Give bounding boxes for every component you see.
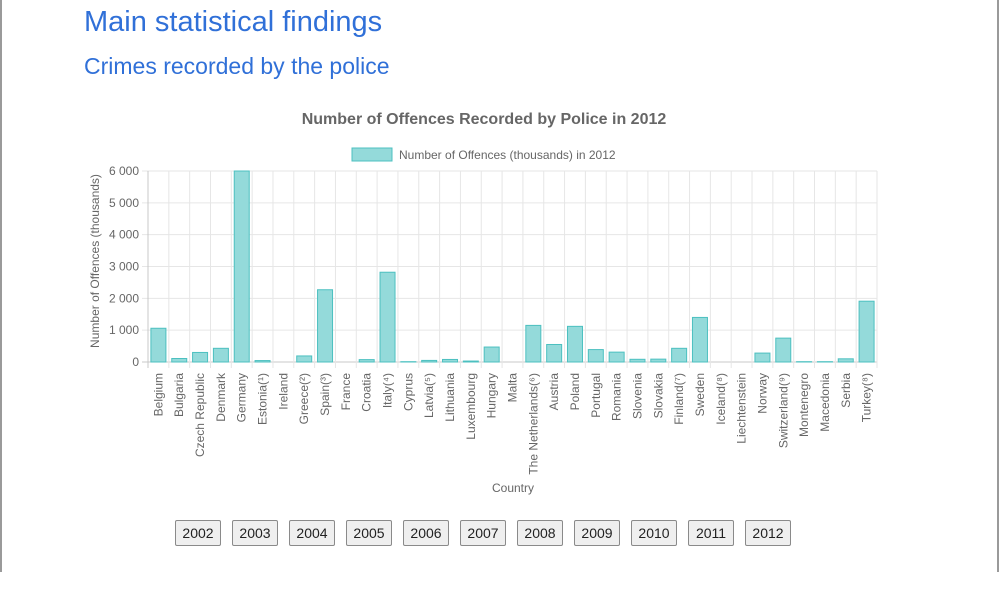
chart-grid	[142, 170, 878, 368]
year-button-2003[interactable]: 2003	[232, 520, 278, 546]
x-tick-label: Czech Republic	[193, 373, 207, 457]
x-tick-label: Estonia(¹)	[256, 373, 270, 425]
bar[interactable]	[525, 324, 542, 363]
x-tick-label: Croatia	[360, 373, 374, 412]
x-tick-label: Germany	[235, 373, 249, 422]
x-tick-label: Turkey(⁸)	[860, 373, 874, 422]
bar-series	[150, 170, 875, 363]
x-tick-label: Cyprus	[401, 373, 415, 411]
bar[interactable]	[462, 360, 479, 363]
y-tick-label: 4 000	[109, 228, 139, 242]
x-tick-label: Poland	[568, 373, 582, 410]
x-tick-label: Switzerland(⁹)	[776, 373, 790, 448]
page-title: Main statistical findings	[84, 6, 383, 38]
year-button-2010[interactable]: 2010	[631, 520, 677, 546]
x-axis-label: Country	[492, 481, 534, 495]
year-button-2011[interactable]: 2011	[688, 520, 734, 546]
bar[interactable]	[671, 347, 688, 363]
bar[interactable]	[254, 360, 271, 363]
year-button-2004[interactable]: 2004	[289, 520, 335, 546]
x-tick-label: Luxembourg	[464, 373, 478, 440]
year-button-2002[interactable]: 2002	[175, 520, 221, 546]
bar[interactable]	[775, 337, 792, 363]
frame-right-border	[997, 0, 999, 572]
bar[interactable]	[858, 300, 875, 363]
bar[interactable]	[483, 346, 500, 363]
bar[interactable]	[150, 327, 167, 363]
x-tick-label: France	[339, 373, 353, 411]
page-subtitle: Crimes recorded by the police	[84, 53, 390, 79]
y-tick-label: 5 000	[109, 196, 139, 210]
bar[interactable]	[233, 170, 250, 363]
bar[interactable]	[754, 352, 771, 363]
x-tick-label: Bulgaria	[172, 373, 186, 417]
x-tick-label: Latvia(⁵)	[422, 373, 436, 418]
bar[interactable]	[171, 357, 188, 363]
year-button-2005[interactable]: 2005	[346, 520, 392, 546]
x-tick-label: Malta	[506, 373, 520, 403]
x-tick-label: Lithuania	[443, 373, 457, 422]
x-tick-label: Sweden	[693, 373, 707, 416]
x-tick-label: Macedonia	[818, 373, 832, 432]
x-tick-label: Slovenia	[630, 373, 644, 419]
chart-title: Number of Offences Recorded by Police in…	[302, 111, 667, 128]
year-selector: 2002 2003 2004 2005 2006 2007 2008 2009 2010 2011…	[175, 520, 791, 546]
y-axis-label: Number of Offences (thousands)	[88, 174, 102, 348]
x-tick-label: Greece(²)	[297, 373, 311, 424]
year-button-2007[interactable]: 2007	[460, 520, 506, 546]
x-tick-label: Hungary	[485, 373, 499, 418]
x-tick-label: Norway	[755, 373, 769, 414]
x-tick-label: Slovakia	[651, 373, 665, 419]
bar[interactable]	[192, 351, 209, 363]
bar[interactable]	[629, 358, 646, 363]
y-tick-label: 0	[132, 355, 139, 369]
year-button-2008[interactable]: 2008	[517, 520, 563, 546]
x-tick-label: Iceland(⁸)	[714, 373, 728, 425]
bar[interactable]	[442, 358, 459, 363]
bar[interactable]	[379, 271, 396, 363]
x-axis-ticks: Belgium Bulgaria Czech Republic Denmark Germ…	[151, 372, 873, 475]
y-tick-label: 1 000	[109, 323, 139, 337]
year-button-2006[interactable]: 2006	[403, 520, 449, 546]
bar[interactable]	[566, 325, 583, 363]
x-tick-label: Spain(³)	[318, 373, 332, 416]
x-tick-label: Finland(⁷)	[672, 373, 686, 425]
y-tick-label: 3 000	[109, 260, 139, 274]
x-tick-label: Portugal	[589, 373, 603, 418]
bar[interactable]	[650, 358, 667, 363]
legend-label: Number of Offences (thousands) in 2012	[399, 148, 616, 162]
x-tick-label: Romania	[610, 373, 624, 421]
bar[interactable]	[608, 351, 625, 363]
bar[interactable]	[296, 355, 313, 363]
y-tick-label: 2 000	[109, 291, 139, 305]
frame-left-border	[0, 0, 2, 572]
bar[interactable]	[212, 347, 229, 363]
y-tick-label: 6 000	[109, 164, 139, 178]
x-tick-label: Liechtenstein	[735, 373, 749, 444]
offences-bar-chart: Number of Offences Recorded by Police in…	[88, 111, 878, 495]
bar[interactable]	[587, 349, 604, 363]
x-tick-label: Belgium	[151, 373, 165, 416]
y-axis-ticks: 0 1 000 2 000 3 000 4 000 5 000 6 000	[109, 164, 139, 369]
x-tick-label: Montenegro	[797, 373, 811, 437]
x-tick-label: Italy(⁴)	[381, 373, 395, 408]
bar[interactable]	[358, 359, 375, 363]
chart-legend[interactable]: Number of Offences (thousands) in 2012	[351, 147, 616, 162]
legend-swatch	[351, 147, 393, 162]
bar[interactable]	[837, 358, 854, 363]
bar[interactable]	[421, 359, 438, 363]
year-button-2012[interactable]: 2012	[745, 520, 791, 546]
x-tick-label: Austria	[547, 373, 561, 411]
bar[interactable]	[317, 289, 334, 363]
year-button-2009[interactable]: 2009	[574, 520, 620, 546]
x-tick-label: Ireland	[276, 373, 290, 410]
bar[interactable]	[546, 343, 563, 363]
x-tick-label: The Netherlands(⁶)	[526, 373, 540, 475]
bar[interactable]	[691, 316, 708, 363]
x-tick-label: Denmark	[214, 372, 228, 422]
x-tick-label: Serbia	[839, 373, 853, 408]
